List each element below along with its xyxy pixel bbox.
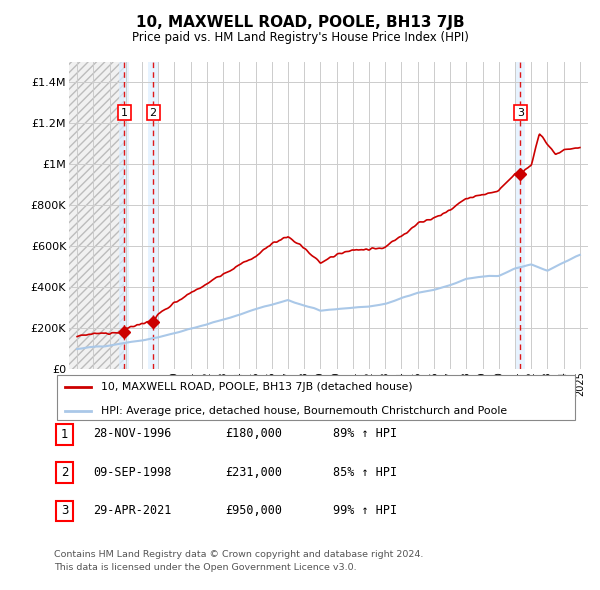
Bar (515, 62, 525, 369)
FancyBboxPatch shape (56, 424, 73, 445)
Text: £231,000: £231,000 (225, 466, 282, 478)
Text: This data is licensed under the Open Government Licence v3.0.: This data is licensed under the Open Gov… (54, 563, 356, 572)
Text: 10, MAXWELL ROAD, POOLE, BH13 7JB (detached house): 10, MAXWELL ROAD, POOLE, BH13 7JB (detac… (101, 382, 413, 392)
Text: 85% ↑ HPI: 85% ↑ HPI (333, 466, 397, 478)
Bar (148, 62, 158, 369)
Text: £180,000: £180,000 (225, 427, 282, 440)
FancyBboxPatch shape (56, 462, 73, 483)
Text: 1: 1 (121, 107, 128, 117)
Bar (69, 62, 124, 369)
Text: 09-SEP-1998: 09-SEP-1998 (93, 466, 172, 478)
Text: 10, MAXWELL ROAD, POOLE, BH13 7JB: 10, MAXWELL ROAD, POOLE, BH13 7JB (136, 15, 464, 30)
Text: 2: 2 (149, 107, 157, 117)
Text: 1: 1 (61, 428, 68, 441)
Text: 99% ↑ HPI: 99% ↑ HPI (333, 504, 397, 517)
Text: 3: 3 (61, 504, 68, 517)
Text: Price paid vs. HM Land Registry's House Price Index (HPI): Price paid vs. HM Land Registry's House … (131, 31, 469, 44)
Text: HPI: Average price, detached house, Bournemouth Christchurch and Poole: HPI: Average price, detached house, Bour… (101, 406, 508, 416)
Text: 3: 3 (517, 107, 524, 117)
FancyBboxPatch shape (56, 375, 575, 420)
Text: 29-APR-2021: 29-APR-2021 (93, 504, 172, 517)
Text: £950,000: £950,000 (225, 504, 282, 517)
Bar (119, 62, 129, 369)
Text: 2: 2 (61, 466, 68, 479)
Text: 89% ↑ HPI: 89% ↑ HPI (333, 427, 397, 440)
Text: 28-NOV-1996: 28-NOV-1996 (93, 427, 172, 440)
FancyBboxPatch shape (56, 500, 73, 522)
Text: Contains HM Land Registry data © Crown copyright and database right 2024.: Contains HM Land Registry data © Crown c… (54, 550, 424, 559)
